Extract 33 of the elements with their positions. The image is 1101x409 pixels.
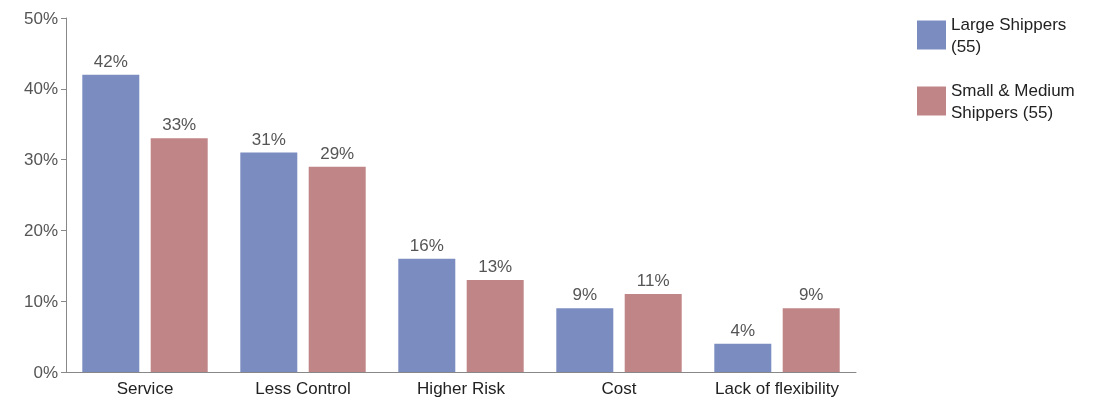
bar	[82, 74, 140, 372]
legend-label: Large Shippers (55)	[951, 14, 1072, 56]
y-tick-label: 0%	[33, 362, 58, 382]
bar	[782, 308, 840, 372]
data-label: 9%	[798, 285, 824, 305]
data-label: 13%	[478, 256, 513, 276]
x-tick-label: Cost	[601, 379, 637, 398]
data-label: 33%	[162, 115, 197, 135]
data-label: 31%	[251, 129, 286, 149]
bar	[150, 138, 208, 372]
data-label: 16%	[409, 235, 444, 255]
data-label: 11%	[636, 271, 670, 291]
data-label: 9%	[572, 285, 598, 305]
legend-label: Small & Medium Shippers (55)	[951, 80, 1080, 122]
bar	[308, 166, 366, 372]
x-tick-label: Less Control	[255, 379, 351, 398]
bar	[714, 343, 772, 372]
bar	[240, 152, 298, 372]
bar	[556, 308, 614, 372]
data-label: 4%	[730, 320, 756, 340]
x-tick-label: Lack of flexibility	[715, 379, 840, 398]
y-tick-label: 10%	[23, 291, 58, 311]
data-label: 42%	[93, 51, 128, 71]
y-tick-label: 20%	[23, 220, 58, 240]
y-tick-label: 30%	[23, 150, 58, 170]
data-label: 29%	[320, 143, 355, 163]
y-tick-label: 50%	[23, 8, 58, 28]
y-tick-label: 40%	[23, 79, 58, 99]
x-tick-label: Service	[116, 379, 174, 398]
bar	[466, 279, 524, 372]
bar	[624, 294, 682, 372]
bar	[398, 258, 456, 372]
x-tick-label: Higher Risk	[417, 379, 506, 398]
